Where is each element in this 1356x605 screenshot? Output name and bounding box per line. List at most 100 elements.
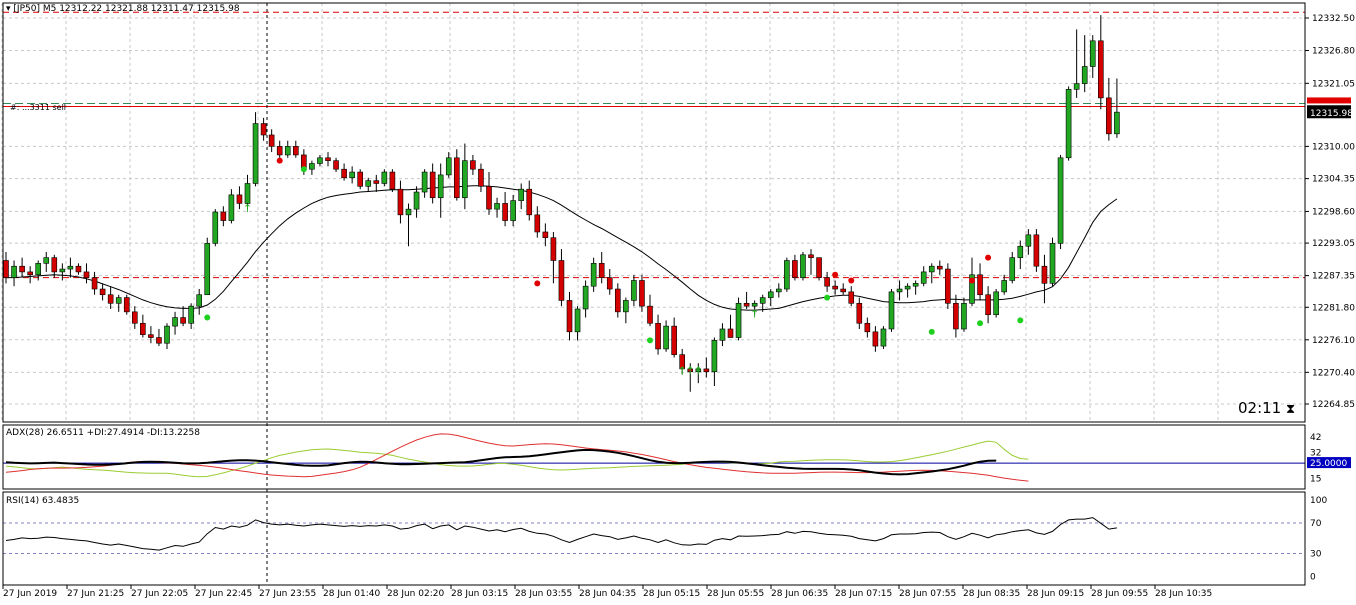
- candle-body: [510, 200, 516, 221]
- signal-dot-green: [647, 337, 653, 344]
- candle-body: [486, 186, 492, 210]
- candle-body: [808, 254, 814, 258]
- candle-body: [212, 211, 219, 244]
- candle-body: [228, 194, 235, 221]
- candle-body: [99, 288, 106, 296]
- candle-body: [1098, 40, 1104, 99]
- time-tick-label: 28 Jun 09:15: [1027, 589, 1084, 599]
- price-tick-label: 12276.10: [1312, 336, 1355, 346]
- candle-body: [550, 237, 557, 261]
- candle-body: [928, 265, 935, 273]
- time-tick-label: 28 Jun 08:35: [963, 589, 1020, 599]
- candle-body: [276, 146, 283, 156]
- candle-body: [325, 157, 331, 161]
- price-tick-label: 12281.80: [1312, 303, 1355, 313]
- candle-body: [236, 194, 243, 204]
- signal-dot-green: [977, 320, 984, 327]
- candle-body: [671, 325, 677, 355]
- candle-body: [582, 285, 589, 310]
- candle-body: [743, 302, 750, 307]
- signal-dot-red: [832, 271, 839, 278]
- candle-body: [260, 123, 267, 136]
- candle-body: [156, 337, 162, 344]
- candle-body: [204, 243, 211, 296]
- candle-body: [75, 265, 82, 273]
- candle-body: [623, 300, 629, 313]
- price-tick-label: 12264.85: [1312, 400, 1355, 410]
- candle-body: [936, 265, 943, 270]
- candle-body: [598, 263, 605, 278]
- rsi-tick-label: 100: [1310, 496, 1327, 506]
- symbol-timeframe: [JP50] M5: [13, 4, 57, 14]
- adx-panel: 4232241525.0000: [3, 433, 1351, 484]
- time-tick-label: 28 Jun 04:35: [579, 589, 636, 599]
- signal-arrow-up: ↑: [694, 365, 703, 378]
- time-tick-label: 28 Jun 02:20: [387, 589, 444, 599]
- signal-dot-green: [928, 328, 935, 335]
- candle-body: [985, 294, 991, 316]
- price-tick-label: 12287.35: [1312, 272, 1355, 282]
- time-tick-label: 28 Jun 03:55: [515, 589, 572, 599]
- candle-body: [381, 171, 388, 184]
- candle-body: [848, 291, 855, 304]
- time-tick-label: 28 Jun 05:15: [643, 589, 700, 599]
- candle-body: [679, 354, 686, 370]
- collapse-arrow-icon[interactable]: ▾: [6, 4, 11, 14]
- candle-body: [767, 291, 774, 298]
- time-tick-label: 28 Jun 07:15: [835, 589, 892, 599]
- candle-body: [91, 277, 98, 290]
- candle-body: [663, 325, 669, 350]
- candle-body: [365, 180, 372, 187]
- rsi-title: RSI(14) 63.4835: [6, 496, 80, 506]
- candle-body: [518, 188, 525, 201]
- candle-body: [107, 294, 114, 304]
- candle-body: [1049, 243, 1056, 284]
- candle-body: [1081, 66, 1088, 84]
- candle-body: [132, 311, 138, 324]
- time-tick-label: 28 Jun 01:40: [323, 589, 380, 599]
- candle-body: [703, 368, 710, 373]
- candle-body: [309, 163, 315, 170]
- signal-dot-green: [824, 294, 831, 301]
- candle-body: [631, 280, 637, 301]
- candle-body: [639, 280, 645, 307]
- candle-body: [397, 188, 404, 216]
- candle-body: [437, 174, 444, 199]
- candle-body: [478, 168, 484, 187]
- rsi-tick-label: 0: [1310, 573, 1316, 583]
- bar-countdown: 02:11 ⧗: [1238, 399, 1295, 417]
- time-tick-label: 27 Jun 21:25: [67, 589, 124, 599]
- current-price-box: [1307, 105, 1351, 119]
- candle-body: [59, 268, 66, 273]
- candle-body: [140, 322, 146, 335]
- price-tick-label: 12326.80: [1312, 47, 1355, 57]
- candle-body: [727, 328, 734, 338]
- candle-body: [824, 277, 830, 287]
- adx-tick-label: 15: [1310, 474, 1321, 484]
- candle-body: [43, 257, 50, 264]
- candle-body: [687, 368, 694, 373]
- candle-body: [1001, 280, 1008, 293]
- candle-body: [1033, 234, 1040, 267]
- candle-body: [284, 146, 291, 156]
- time-tick-label: 27 Jun 2019: [3, 589, 57, 599]
- ohlc-values: 12312.22 12321.88 12311.47 12315.98: [59, 4, 240, 14]
- panel-border: [2, 491, 1306, 586]
- adx-level-text: 25.0000: [1310, 459, 1347, 469]
- candle-body: [1073, 83, 1080, 90]
- signal-dot-green: [1017, 317, 1024, 324]
- candle-body: [51, 257, 58, 273]
- candle-body: [148, 334, 154, 338]
- candle-body: [317, 157, 323, 164]
- candle-body: [196, 294, 202, 307]
- price-tick-label: 12298.60: [1312, 207, 1355, 217]
- candle-body: [800, 254, 806, 278]
- time-tick-label: 27 Jun 22:45: [195, 589, 252, 599]
- candle-body: [912, 283, 919, 287]
- candle-body: [3, 260, 9, 278]
- candle-body: [429, 171, 436, 199]
- candle-body: [993, 291, 999, 316]
- candle-body: [719, 328, 726, 341]
- candle-body: [647, 305, 653, 324]
